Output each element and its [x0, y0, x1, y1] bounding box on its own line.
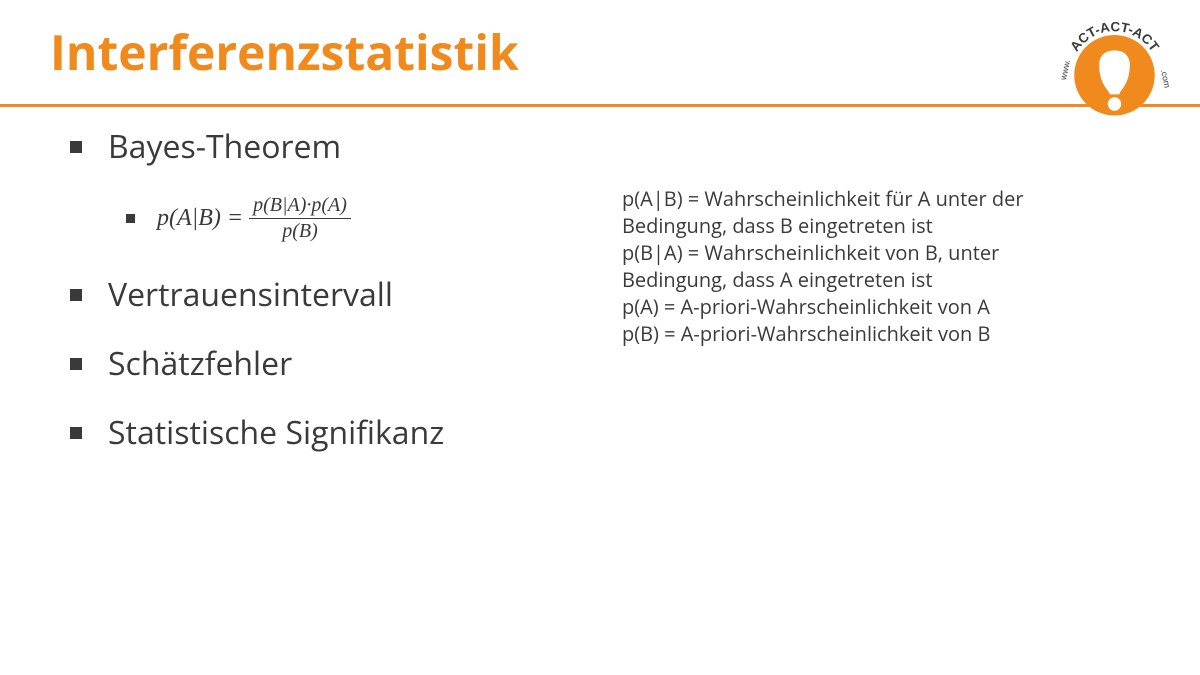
logo-com: .com — [1159, 68, 1172, 88]
bullet-icon — [70, 141, 82, 153]
bullet-icon — [70, 358, 82, 370]
slide-title: Interferenzstatistik — [50, 20, 1150, 85]
legend-line: p(B|A) = Wahrscheinlichkeit von B, unter — [622, 239, 1150, 266]
formula-fraction: p(B|A)·p(A) p(B) — [249, 194, 351, 243]
bullet-icon — [126, 214, 135, 223]
formula-lhs: p(A|B) = — [157, 205, 243, 232]
bullet-error: Schätzfehler — [70, 342, 622, 385]
title-divider — [0, 104, 1200, 107]
bullet-text: Statistische Signifikanz — [108, 411, 444, 454]
bullet-text: Bayes-Theorem — [108, 125, 341, 168]
legend-line: Bedingung, dass B eingetreten ist — [622, 212, 1150, 239]
bullet-bayes: Bayes-Theorem — [70, 125, 622, 168]
bullet-significance: Statistische Signifikanz — [70, 411, 622, 454]
bullet-icon — [70, 427, 82, 439]
logo-www: www. — [1058, 59, 1072, 82]
legend-line: p(B) = A-priori-Wahrscheinlichkeit von B — [622, 320, 1150, 347]
bullet-list: Bayes-Theorem p(A|B) = p(B|A)·p(A) p(B) … — [50, 125, 622, 480]
bullet-text: Vertrauensintervall — [108, 273, 393, 316]
slide: Interferenzstatistik ACT-ACT-ACT www. .c… — [0, 0, 1200, 675]
brand-logo: ACT-ACT-ACT www. .com — [1057, 12, 1172, 127]
legend-line: p(A) = A-priori-Wahrscheinlichkeit von A — [622, 293, 1150, 320]
legend-box: p(A|B) = Wahrscheinlichkeit für A unter … — [622, 125, 1150, 480]
bullet-icon — [70, 289, 82, 301]
legend-line: p(A|B) = Wahrscheinlichkeit für A unter … — [622, 185, 1150, 212]
bullet-confidence: Vertrauensintervall — [70, 273, 622, 316]
formula-denominator: p(B) — [249, 219, 351, 243]
legend-line: Bedingung, dass A eingetreten ist — [622, 266, 1150, 293]
bullet-text: Schätzfehler — [108, 342, 292, 385]
formula-numerator: p(B|A)·p(A) — [249, 194, 351, 219]
content-area: Bayes-Theorem p(A|B) = p(B|A)·p(A) p(B) … — [50, 125, 1150, 480]
bullet-formula: p(A|B) = p(B|A)·p(A) p(B) — [126, 194, 622, 243]
